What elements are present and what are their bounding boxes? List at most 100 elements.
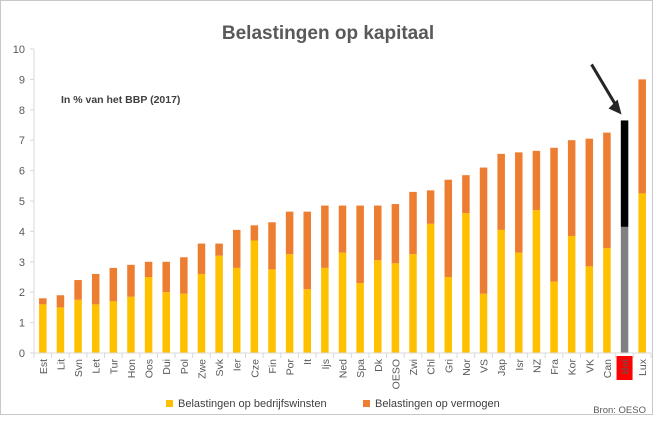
bar-bedrijfswinsten-dk xyxy=(374,260,382,353)
bar-vermogen-it xyxy=(303,211,311,290)
bar-vermogen-svn xyxy=(74,280,82,300)
bar-bedrijfswinsten-gri xyxy=(444,277,453,353)
y-tick-label: 8 xyxy=(19,105,25,117)
bar-vermogen-ned xyxy=(338,205,347,253)
bar-vermogen-spa xyxy=(356,205,364,284)
bar-vermogen-nz xyxy=(532,150,541,211)
bar-vermogen-ijs xyxy=(321,205,329,268)
x-tick-label-gri: Gri xyxy=(443,359,455,373)
bar-vermogen-zwe xyxy=(197,243,206,274)
bar-vermogen-svk xyxy=(215,243,223,256)
y-axis: 0 1 2 3 4 5 6 7 8 9 10 xyxy=(13,44,35,360)
bar-vermogen-cze xyxy=(250,225,259,241)
annotations xyxy=(590,63,622,115)
arrow-head xyxy=(608,99,622,115)
bar-vermogen-gri xyxy=(444,179,453,277)
bar-bedrijfswinsten-can xyxy=(603,248,611,353)
x-tick-label-nz: NZ xyxy=(531,358,543,373)
bar-bedrijfswinsten-lit xyxy=(56,307,65,353)
chart-title: Belastingen op kapitaal xyxy=(222,23,434,44)
x-tick-label-ier: Ier xyxy=(232,359,244,372)
legend-label-vermogen: Belastingen op vermogen xyxy=(375,398,500,410)
bar-vermogen-bel xyxy=(620,120,629,227)
bar-bedrijfswinsten-ijs xyxy=(321,267,329,353)
bar-vermogen-fin xyxy=(268,222,276,270)
bar-vermogen-lit xyxy=(56,295,65,308)
bar-vermogen-let xyxy=(91,273,100,305)
y-tick-label: 9 xyxy=(19,74,25,86)
x-tick-label-lux: Lux xyxy=(637,358,649,376)
x-axis: Est Lit Svn Let Tur Hon Oos Dui Pol Zwe Svk Ier Cze F… xyxy=(33,352,652,389)
bar-bedrijfswinsten-vs xyxy=(479,293,488,353)
x-tick-label-dk: Dk xyxy=(373,358,385,372)
x-tick-label-zwe: Zwe xyxy=(196,359,208,379)
bar-bedrijfswinsten-spa xyxy=(356,283,364,353)
bar-bedrijfswinsten-oos xyxy=(144,277,153,353)
bar-bedrijfswinsten-cze xyxy=(250,240,259,353)
x-tick-label-svk: Svk xyxy=(214,358,226,376)
legend: Belastingen op bedrijfswinsten Belasting… xyxy=(166,398,500,410)
x-tick-label-est: Est xyxy=(38,359,50,374)
bar-bedrijfswinsten-svk xyxy=(215,255,223,353)
bar-bedrijfswinsten-isr xyxy=(515,252,523,353)
highlight-label-bg xyxy=(616,356,633,380)
y-tick-label: 4 xyxy=(19,226,25,238)
bar-bedrijfswinsten-pol xyxy=(180,293,188,353)
x-tick-label-oos: Oos xyxy=(144,359,156,378)
bar-vermogen-can xyxy=(603,132,611,249)
bar-bedrijfswinsten-nz xyxy=(532,210,541,353)
bar-vermogen-pol xyxy=(180,257,188,294)
bar-vermogen-oos xyxy=(144,261,153,277)
y-tick-label: 2 xyxy=(19,287,25,299)
x-tick-label-can: Can xyxy=(602,359,614,378)
bar-vermogen-fra xyxy=(550,147,558,282)
x-tick-label-isr: Isr xyxy=(514,359,526,371)
bar-bedrijfswinsten-chl xyxy=(426,223,435,353)
source-note: Bron: OESO xyxy=(593,405,646,416)
bar-bedrijfswinsten-kor xyxy=(567,235,576,353)
bar-vermogen-hon xyxy=(127,264,135,297)
x-tick-label-kor: Kor xyxy=(567,359,579,376)
bar-vermogen-tur xyxy=(109,267,118,302)
x-tick-label-chl: Chl xyxy=(426,359,438,375)
bar-bedrijfswinsten-zwi xyxy=(409,254,417,353)
bar-vermogen-nor xyxy=(462,175,470,214)
x-tick-label-ijs: Ijs xyxy=(320,359,332,370)
bar-bedrijfswinsten-hon xyxy=(127,296,135,353)
x-tick-label-oeso: OESO xyxy=(390,359,402,389)
x-tick-label-it: It xyxy=(302,359,314,365)
x-tick-label-pol: Pol xyxy=(179,359,191,374)
legend-swatch-vermogen xyxy=(363,400,370,407)
y-tick-label: 10 xyxy=(13,44,25,56)
x-tick-label-jap: Jap xyxy=(496,359,508,376)
bar-vermogen-chl xyxy=(426,190,435,224)
bar-vermogen-vs xyxy=(479,167,488,294)
x-tick-label-dui: Dui xyxy=(161,359,173,375)
x-tick-label-cze: Cze xyxy=(249,359,261,378)
x-tick-label-bel: Bel xyxy=(620,359,632,374)
y-tick-label: 3 xyxy=(19,257,25,269)
bar-bedrijfswinsten-fin xyxy=(268,269,276,353)
bar-bedrijfswinsten-it xyxy=(303,289,311,353)
bar-bedrijfswinsten-por xyxy=(285,254,294,353)
bar-bedrijfswinsten-lux xyxy=(638,193,646,353)
bar-bedrijfswinsten-vk xyxy=(585,266,594,353)
y-tick-label: 6 xyxy=(19,166,25,178)
bar-vermogen-zwi xyxy=(409,191,417,255)
bar-bedrijfswinsten-ned xyxy=(338,252,347,353)
bar-bedrijfswinsten-dui xyxy=(162,292,170,353)
x-tick-label-fin: Fin xyxy=(267,359,279,374)
bar-bedrijfswinsten-nor xyxy=(462,213,470,353)
bar-vermogen-oeso xyxy=(391,204,400,264)
bar-vermogen-vk xyxy=(585,138,594,267)
x-tick-label-lit: Lit xyxy=(55,359,67,370)
bar-bedrijfswinsten-tur xyxy=(109,301,118,353)
y-tick-label: 7 xyxy=(19,135,25,147)
legend-label-bedrijfswinsten: Belastingen op bedrijfswinsten xyxy=(178,398,327,410)
bar-vermogen-jap xyxy=(497,153,505,230)
x-tick-label-nor: Nor xyxy=(461,358,473,375)
y-tick-label: 1 xyxy=(19,318,25,330)
x-tick-label-vk: VK xyxy=(584,359,596,373)
